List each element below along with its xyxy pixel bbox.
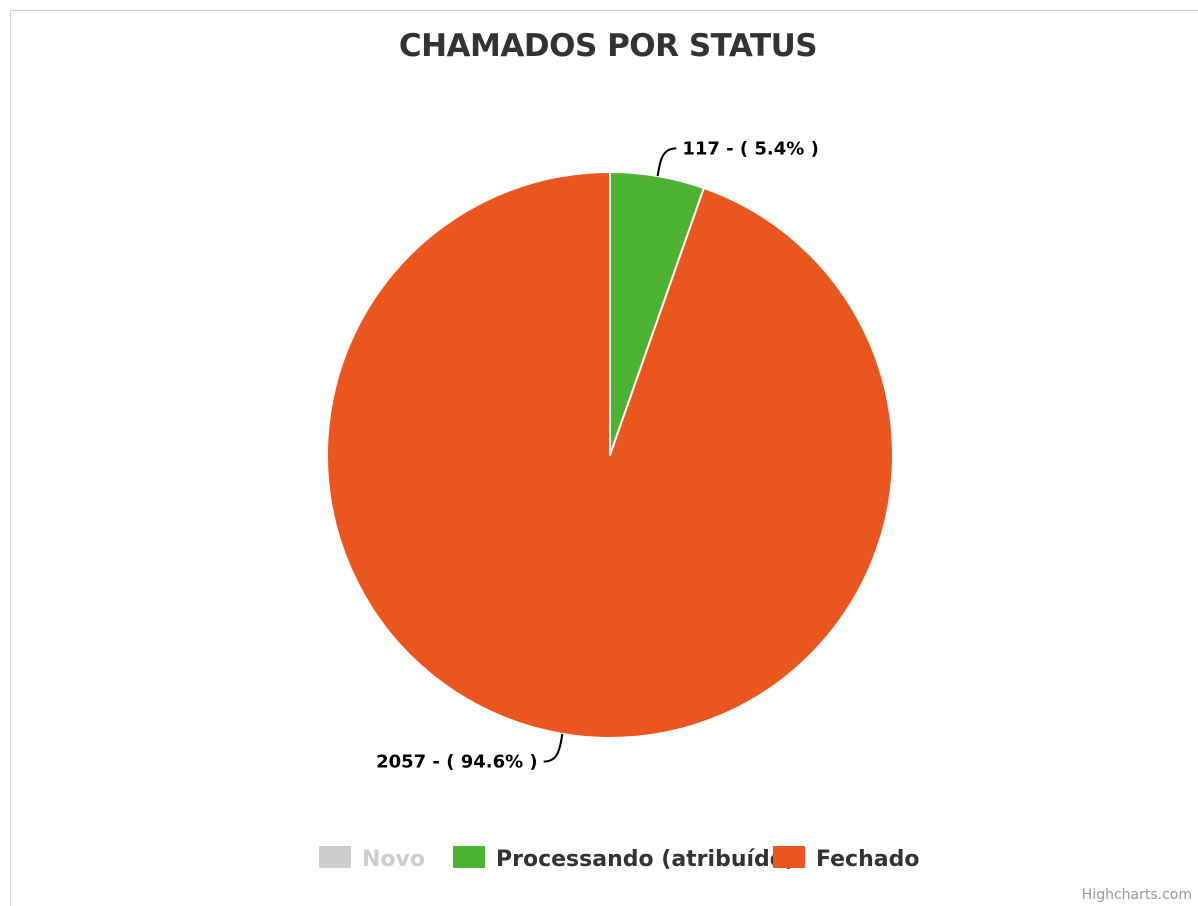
pie-slices xyxy=(326,171,894,739)
data-labels: 117 - ( 5.4% ) 2057 - ( 94.6% ) xyxy=(376,138,819,772)
legend-label-fechado: Fechado xyxy=(816,847,919,872)
legend-swatch-novo xyxy=(319,846,351,868)
legend-label-processando: Processando (atribuído) xyxy=(496,847,795,872)
legend-item-processando[interactable]: Processando (atribuído) xyxy=(453,846,795,872)
data-label-fechado: 2057 - ( 94.6% ) xyxy=(376,752,538,773)
chart-title: CHAMADOS POR STATUS xyxy=(399,28,817,64)
credits-link[interactable]: Highcharts.com xyxy=(1082,887,1192,903)
legend-item-novo[interactable]: Novo xyxy=(319,846,425,872)
legend-item-fechado[interactable]: Fechado xyxy=(773,846,919,872)
legend-swatch-fechado xyxy=(773,846,805,868)
legend-swatch-processando xyxy=(453,846,485,868)
legend: Novo Processando (atribuído) Fechado xyxy=(319,846,919,872)
data-label-connectors xyxy=(543,147,677,763)
connector-fechado xyxy=(543,733,564,763)
connector-processando xyxy=(656,147,677,177)
legend-label-novo: Novo xyxy=(362,847,425,872)
pie-slice-fechado[interactable] xyxy=(326,171,894,739)
data-label-processando: 117 - ( 5.4% ) xyxy=(682,138,819,159)
